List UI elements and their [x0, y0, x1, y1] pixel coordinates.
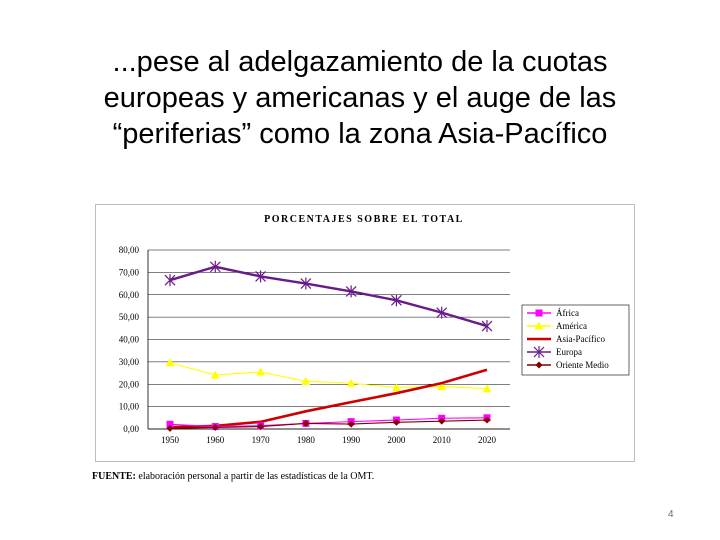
- data-point-oriente-medio: [392, 418, 400, 426]
- source-text: elaboración personal a partir de las est…: [138, 471, 375, 482]
- x-tick-label: 1990: [342, 435, 361, 445]
- x-tick-label: 1970: [252, 435, 271, 445]
- data-point-oriente-medio: [483, 416, 491, 424]
- x-tick-label: 1980: [297, 435, 316, 445]
- data-point-europa: [164, 274, 176, 287]
- data-point-oriente-medio: [347, 420, 355, 428]
- data-point-am-rica: [482, 384, 492, 393]
- series-line-am-rica: [169, 362, 488, 390]
- legend-label-asia-pac-fico: Asia-Pacífico: [556, 334, 605, 344]
- y-tick-label: 20,00: [119, 379, 140, 389]
- legend-label-am-rica: América: [556, 321, 587, 331]
- source-label: FUENTE:: [92, 471, 136, 482]
- data-point-am-rica: [210, 370, 220, 379]
- slide-title: ...pese al adelgazamiento de la cuotas e…: [40, 44, 680, 152]
- series-line-europa: [169, 265, 488, 328]
- source-note: FUENTE: elaboración personal a partir de…: [92, 471, 374, 482]
- legend-label--frica: África: [556, 308, 579, 318]
- series-line--frica: [169, 417, 488, 428]
- data-point-am-rica: [165, 358, 175, 367]
- x-tick-label: 2000: [387, 435, 406, 445]
- data-point--frica: [166, 420, 174, 428]
- legend-marker-oriente-medio: [535, 361, 543, 369]
- y-tick-label: 10,00: [119, 402, 140, 412]
- legend-marker--frica: [535, 309, 543, 317]
- data-point-europa: [209, 260, 221, 273]
- data-point-am-rica: [346, 378, 356, 387]
- data-point-europa: [391, 294, 402, 307]
- y-tick-label: 50,00: [119, 312, 140, 322]
- y-tick-label: 70,00: [119, 267, 140, 277]
- legend-label-oriente-medio: Oriente Medio: [556, 360, 609, 370]
- series-line-asia-pac-fico: [169, 368, 488, 429]
- data-point-oriente-medio: [166, 424, 174, 432]
- data-point-am-rica: [301, 376, 311, 385]
- data-point-oriente-medio: [257, 423, 265, 431]
- data-point-oriente-medio: [302, 419, 310, 427]
- data-point-am-rica: [391, 383, 401, 392]
- data-point-oriente-medio: [211, 423, 219, 431]
- legend-marker-am-rica: [534, 321, 544, 330]
- page-number: 4: [668, 509, 674, 520]
- series-line-oriente-medio: [169, 419, 488, 429]
- data-point-am-rica: [437, 381, 447, 390]
- data-point-oriente-medio: [438, 417, 446, 425]
- data-point-europa: [345, 285, 357, 298]
- data-point-europa: [481, 320, 493, 333]
- y-tick-label: 60,00: [119, 290, 140, 300]
- y-tick-label: 30,00: [119, 357, 140, 367]
- y-tick-label: 40,00: [119, 335, 140, 345]
- data-point-europa: [300, 277, 312, 290]
- data-point-am-rica: [256, 367, 266, 376]
- x-tick-label: 1960: [206, 435, 225, 445]
- x-tick-label: 2020: [478, 435, 497, 445]
- slide-title-line-3: “periferias” como la zona Asia-Pacífico: [112, 118, 608, 150]
- slide-title-line-2: europeas y americanas y el auge de las: [103, 82, 617, 114]
- chart-title: PORCENTAJES SOBRE EL TOTAL: [264, 214, 464, 225]
- y-tick-label: 80,00: [119, 245, 140, 255]
- legend-marker-europa: [533, 346, 545, 358]
- x-tick-label: 2010: [433, 435, 452, 445]
- y-tick-label: 0,00: [123, 424, 139, 434]
- data-point-europa: [255, 270, 266, 283]
- data-point-europa: [436, 306, 448, 319]
- x-tick-label: 1950: [161, 435, 180, 445]
- legend-label-europa: Europa: [556, 347, 582, 357]
- slide-title-line-1: ...pese al adelgazamiento de la cuotas: [112, 46, 608, 78]
